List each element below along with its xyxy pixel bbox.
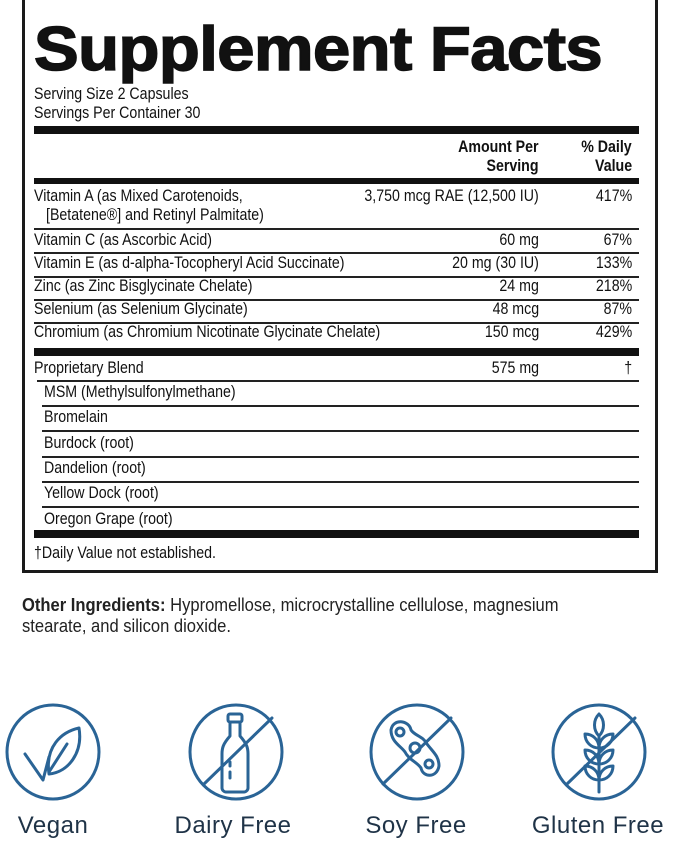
nutrient-amount: 150 mcg	[484, 323, 539, 341]
badge-gluten-free: Gluten Free	[531, 812, 665, 839]
other-ingredients: Other Ingredients: Hypromellose, microcr…	[22, 595, 611, 637]
blend-ingredient: Bromelain	[44, 408, 108, 427]
blend-dv: †	[624, 359, 632, 377]
row-divider	[42, 430, 639, 433]
divider-thick	[34, 126, 639, 134]
blend-ingredient: MSM (Methylsulfonylmethane)	[44, 383, 236, 401]
nutrient-amount: 48 mcg	[492, 300, 539, 318]
nutrient-name: [Betatene®] and Retinyl Palmitate)	[46, 206, 264, 224]
serving-size: Serving Size 2 Capsules	[34, 85, 189, 103]
nutrient-amount: 24 mg	[499, 277, 539, 295]
divider-thick	[34, 348, 639, 356]
nutrient-name: Vitamin A (as Mixed Carotenoids,	[34, 187, 243, 205]
servings-per-container: Servings Per Container 30	[34, 104, 201, 122]
no-milk-bottle-icon	[188, 703, 284, 801]
row-divider	[34, 299, 639, 301]
nutrient-dv: 133%	[595, 254, 632, 272]
badge-vegan: Vegan	[17, 812, 89, 839]
header-amount: Serving	[486, 157, 539, 175]
supplement-facts-panel	[22, 0, 658, 573]
nutrient-name: Vitamin E (as d-alpha-Tocopheryl Acid Su…	[34, 254, 345, 272]
blend-amount: 575 mg	[491, 359, 539, 377]
header-amount: Amount Per	[458, 138, 539, 156]
other-ingredients-label: Other Ingredients:	[22, 595, 166, 615]
nutrient-name: Zinc (as Zinc Bisglycinate Chelate)	[34, 277, 253, 295]
blend-ingredient: Yellow Dock (root)	[44, 484, 159, 503]
nutrient-dv: 417%	[595, 187, 632, 205]
leaf-check-icon	[5, 703, 101, 801]
row-divider	[42, 506, 639, 509]
footnote: †Daily Value not established.	[34, 544, 216, 562]
row-divider	[34, 322, 639, 324]
nutrient-dv: 429%	[595, 323, 632, 341]
row-divider	[42, 455, 639, 458]
badge-soy-free: Soy Free	[365, 812, 467, 839]
blend-ingredient: Oregon Grape (root)	[44, 509, 173, 528]
blend-ingredient: Burdock (root)	[44, 433, 134, 452]
no-wheat-icon	[551, 703, 647, 801]
nutrient-dv: 67%	[603, 231, 632, 249]
row-divider	[42, 405, 639, 407]
header-dv: Value	[594, 157, 632, 175]
other-ingredients-text: Hypromellose, microcrystalline cellulose…	[22, 595, 559, 636]
nutrient-dv: 87%	[603, 300, 632, 318]
nutrient-name: Vitamin C (as Ascorbic Acid)	[34, 231, 212, 249]
nutrient-amount: 60 mg	[499, 231, 539, 249]
divider-thick	[34, 178, 639, 184]
row-divider	[37, 380, 639, 382]
badge-dairy-free: Dairy Free	[174, 812, 292, 839]
blend-name: Proprietary Blend	[34, 359, 144, 377]
nutrient-name: Selenium (as Selenium Glycinate)	[34, 300, 248, 318]
nutrient-dv: 218%	[595, 277, 632, 295]
row-divider	[34, 276, 639, 278]
panel-title: Supplement Facts	[33, 14, 603, 85]
nutrient-amount: 3,750 mcg RAE (12,500 IU)	[364, 187, 539, 205]
nutrient-name: Chromium (as Chromium Nicotinate Glycina…	[34, 323, 381, 341]
row-divider	[34, 228, 639, 230]
blend-ingredient: Dandelion (root)	[44, 458, 146, 477]
divider-thick	[34, 530, 639, 538]
row-divider	[42, 480, 639, 483]
header-dv: % Daily	[581, 138, 632, 156]
nutrient-amount: 20 mg (30 IU)	[452, 254, 539, 272]
row-divider	[34, 252, 639, 254]
no-soybean-icon	[369, 703, 465, 801]
